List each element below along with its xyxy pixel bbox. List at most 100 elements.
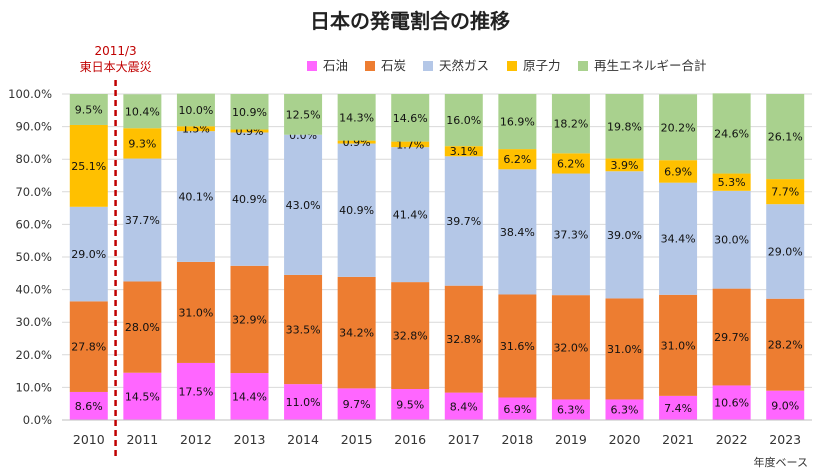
annotation-date: 2011/3 <box>94 44 136 58</box>
y-tick-label: 90.0% <box>15 120 52 134</box>
bar-segment <box>69 301 108 392</box>
data-label: 39.0% <box>607 229 642 242</box>
data-label: 14.6% <box>393 112 428 125</box>
unit-note: 年度ベース <box>754 455 808 469</box>
data-label: 25.1% <box>71 160 106 173</box>
bar-segment <box>69 124 108 207</box>
bar-segment <box>659 395 698 420</box>
data-label: 32.8% <box>446 333 481 346</box>
data-label: 31.0% <box>607 343 642 356</box>
legend-swatch <box>507 61 517 71</box>
bar-segment <box>712 385 751 420</box>
bar-segment <box>551 153 590 174</box>
bar-segment <box>284 94 323 135</box>
bar-segment <box>498 149 537 170</box>
bar-segment <box>123 94 162 129</box>
data-label: 40.1% <box>178 191 213 204</box>
bar-segment <box>337 276 376 389</box>
data-label: 18.2% <box>553 118 588 131</box>
bar-segment <box>69 391 108 420</box>
x-tick-label: 2010 <box>73 432 105 447</box>
y-tick-label: 100.0% <box>8 87 52 101</box>
bar-segment <box>605 399 644 420</box>
data-label: 6.9% <box>664 165 692 178</box>
bar-segment <box>444 285 483 393</box>
data-label: 40.9% <box>339 204 374 217</box>
data-label: 31.0% <box>178 306 213 319</box>
bar-segment <box>766 179 805 205</box>
data-label: 28.2% <box>768 339 803 352</box>
x-tick-label: 2016 <box>394 432 426 447</box>
legend-swatch <box>365 61 375 71</box>
bar-segment <box>712 190 751 289</box>
x-tick-label: 2012 <box>180 432 212 447</box>
data-label: 1.7% <box>396 138 424 151</box>
data-label: 9.3% <box>128 137 156 150</box>
bar-segment <box>391 389 430 420</box>
bar-segment <box>498 169 537 295</box>
bars-group: 8.6% 27.8% 29.0% 25.1% 9.5% 14.5% 28.0% 37.7% 9.… <box>69 93 805 420</box>
data-label: 38.4% <box>500 226 535 239</box>
bar-segment <box>284 384 323 420</box>
legend: 石油 石炭 天然ガス 原子力 再生エネルギー合計 <box>307 58 707 73</box>
bar-segment <box>284 274 323 385</box>
annotation-text: 東日本大震災 <box>80 60 152 74</box>
y-tick-label: 30.0% <box>15 315 52 329</box>
data-label: 31.0% <box>661 339 696 352</box>
data-label: 12.5% <box>286 108 321 121</box>
y-tick-label: 0.0% <box>23 413 52 427</box>
data-label: 7.4% <box>664 402 692 415</box>
bar-segment <box>712 93 751 174</box>
bar-segment <box>337 140 376 144</box>
data-label: 10.9% <box>232 106 267 119</box>
data-label: 40.9% <box>232 193 267 206</box>
x-tick-label: 2023 <box>769 432 801 447</box>
bar-segment <box>766 204 805 299</box>
x-tick-label: 2019 <box>555 432 587 447</box>
y-axis: 0.0% 10.0% 20.0% 30.0% 40.0% 50.0% 60.0% 70.0% 8… <box>8 87 52 427</box>
bar-segment <box>230 94 269 130</box>
x-tick-label: 2017 <box>448 432 480 447</box>
bar-segment <box>444 392 483 420</box>
data-label: 16.0% <box>446 114 481 127</box>
bar-segment <box>391 94 430 142</box>
bar-segment <box>659 182 698 295</box>
bar-segment <box>766 298 805 391</box>
bar-segment <box>551 399 590 420</box>
bar-segment <box>230 132 269 266</box>
data-label: 9.5% <box>396 399 424 412</box>
bar-segment <box>176 93 215 127</box>
data-label: 32.8% <box>393 330 428 343</box>
data-label: 39.7% <box>446 215 481 228</box>
data-label: 34.2% <box>339 327 374 340</box>
bar-segment <box>69 94 108 125</box>
bar-segment <box>176 131 215 262</box>
data-label: 19.8% <box>607 120 642 133</box>
bar-segment <box>605 298 644 400</box>
bar-segment <box>337 388 376 420</box>
bar-segment <box>230 129 269 133</box>
gridlines <box>62 93 812 421</box>
data-label: 8.6% <box>75 400 103 413</box>
bar-segment <box>605 94 644 159</box>
data-label: 6.9% <box>503 403 531 416</box>
bar-segment <box>123 281 162 373</box>
legend-label: 石炭 <box>381 58 406 73</box>
y-tick-label: 40.0% <box>15 283 52 297</box>
data-label: 29.0% <box>768 245 803 258</box>
bar-segment <box>176 362 215 420</box>
data-label: 14.4% <box>232 391 267 404</box>
bar-segment <box>230 265 269 374</box>
data-label: 9.0% <box>771 399 799 412</box>
bar-segment <box>498 94 537 150</box>
earthquake-annotation: 2011/3 東日本大震災 <box>80 44 152 458</box>
y-tick-label: 70.0% <box>15 185 52 199</box>
x-tick-label: 2011 <box>126 432 158 447</box>
bar-segment <box>391 141 430 148</box>
data-label: 34.4% <box>661 233 696 246</box>
data-label: 16.9% <box>500 116 535 129</box>
data-label: 27.8% <box>71 341 106 354</box>
data-label: 41.4% <box>393 209 428 222</box>
data-label: 10.0% <box>178 104 213 117</box>
data-label: 33.5% <box>286 324 321 337</box>
